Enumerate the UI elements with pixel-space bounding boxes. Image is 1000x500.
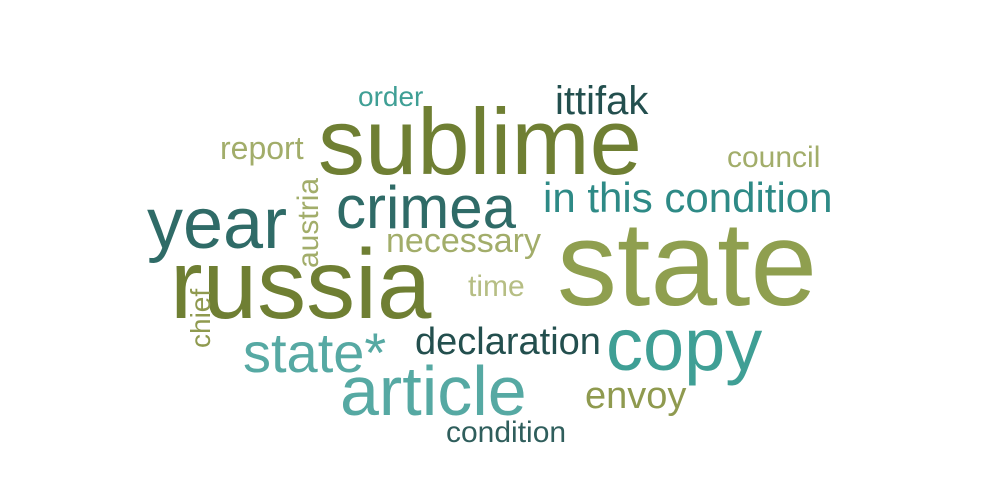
word-ittifak: ittifak bbox=[555, 79, 649, 123]
word-sublime: sublime bbox=[318, 89, 642, 194]
word-chief: chief bbox=[185, 289, 216, 348]
word-year: year bbox=[147, 184, 287, 264]
word-order: order bbox=[358, 81, 423, 112]
word-condition: condition bbox=[446, 416, 566, 449]
word-in-this-condition: in this condition bbox=[543, 174, 833, 221]
word-council: council bbox=[727, 141, 820, 174]
word-envoy: envoy bbox=[585, 375, 686, 417]
word-article: article bbox=[340, 352, 527, 430]
word-state-asterisk: state* bbox=[243, 321, 386, 384]
word-russia: russia bbox=[170, 229, 432, 339]
word-state: state bbox=[557, 197, 817, 331]
word-time: time bbox=[468, 270, 525, 303]
word-report: report bbox=[220, 130, 304, 166]
word-crimea: crimea bbox=[336, 174, 517, 241]
word-necessary: necessary bbox=[386, 222, 541, 260]
word-declaration: declaration bbox=[415, 321, 601, 363]
word-austria: austria bbox=[292, 178, 325, 268]
word-copy: copy bbox=[606, 303, 762, 386]
